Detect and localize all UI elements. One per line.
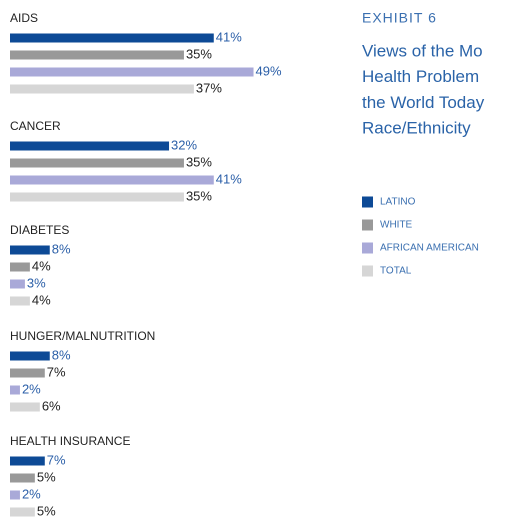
value-label: 8% (52, 241, 71, 256)
value-label: 41% (216, 171, 242, 186)
value-label: 35% (186, 46, 212, 61)
legend-label: WHITE (380, 220, 413, 231)
chart-title: Health Problem (362, 67, 479, 86)
bar (10, 507, 35, 517)
bar (10, 67, 254, 77)
bar (10, 296, 30, 306)
value-label: 49% (256, 63, 282, 78)
bar (10, 368, 45, 378)
value-label: 6% (42, 398, 61, 413)
category-label: AIDS (10, 11, 38, 25)
value-label: 5% (37, 469, 56, 484)
legend-label: TOTAL (380, 266, 412, 277)
bar (10, 50, 184, 60)
bar (10, 245, 50, 255)
bar (10, 402, 40, 412)
bar (10, 385, 20, 395)
legend-label: AFRICAN AMERICAN (380, 243, 479, 254)
bar (10, 175, 214, 185)
legend-swatch (362, 219, 373, 231)
value-label: 4% (32, 258, 51, 273)
value-label: 35% (186, 154, 212, 169)
chart-title: Race/Ethnicity (362, 119, 471, 138)
category-label: CANCER (10, 119, 61, 133)
chart-title: the World Today (362, 93, 485, 112)
value-label: 8% (52, 347, 71, 362)
category-label: HUNGER/MALNUTRITION (10, 329, 155, 343)
value-label: 7% (47, 452, 66, 467)
bar (10, 262, 30, 272)
value-label: 5% (37, 503, 56, 518)
category-label: DIABETES (10, 223, 69, 237)
exhibit-label: EXHIBIT 6 (362, 10, 437, 26)
bar (10, 141, 170, 151)
value-label: 7% (47, 364, 66, 379)
bar (10, 84, 194, 94)
bar (10, 456, 45, 466)
value-label: 37% (196, 80, 222, 95)
value-label: 2% (22, 486, 41, 501)
bar (10, 279, 25, 289)
value-label: 4% (32, 292, 51, 307)
legend-swatch (362, 242, 373, 254)
value-label: 35% (186, 188, 212, 203)
bar (10, 192, 184, 202)
legend-label: LATINO (380, 197, 416, 208)
bar (10, 351, 50, 361)
value-label: 32% (171, 137, 197, 152)
category-label: HEALTH INSURANCE (10, 434, 130, 448)
bar (10, 158, 184, 168)
legend-swatch (362, 196, 373, 208)
bar (10, 473, 35, 483)
value-label: 41% (216, 29, 242, 44)
bar (10, 490, 20, 500)
chart-title: Views of the Mo (362, 41, 483, 60)
value-label: 3% (27, 275, 46, 290)
value-label: 2% (22, 381, 41, 396)
bar (10, 33, 214, 43)
legend-swatch (362, 265, 373, 277)
